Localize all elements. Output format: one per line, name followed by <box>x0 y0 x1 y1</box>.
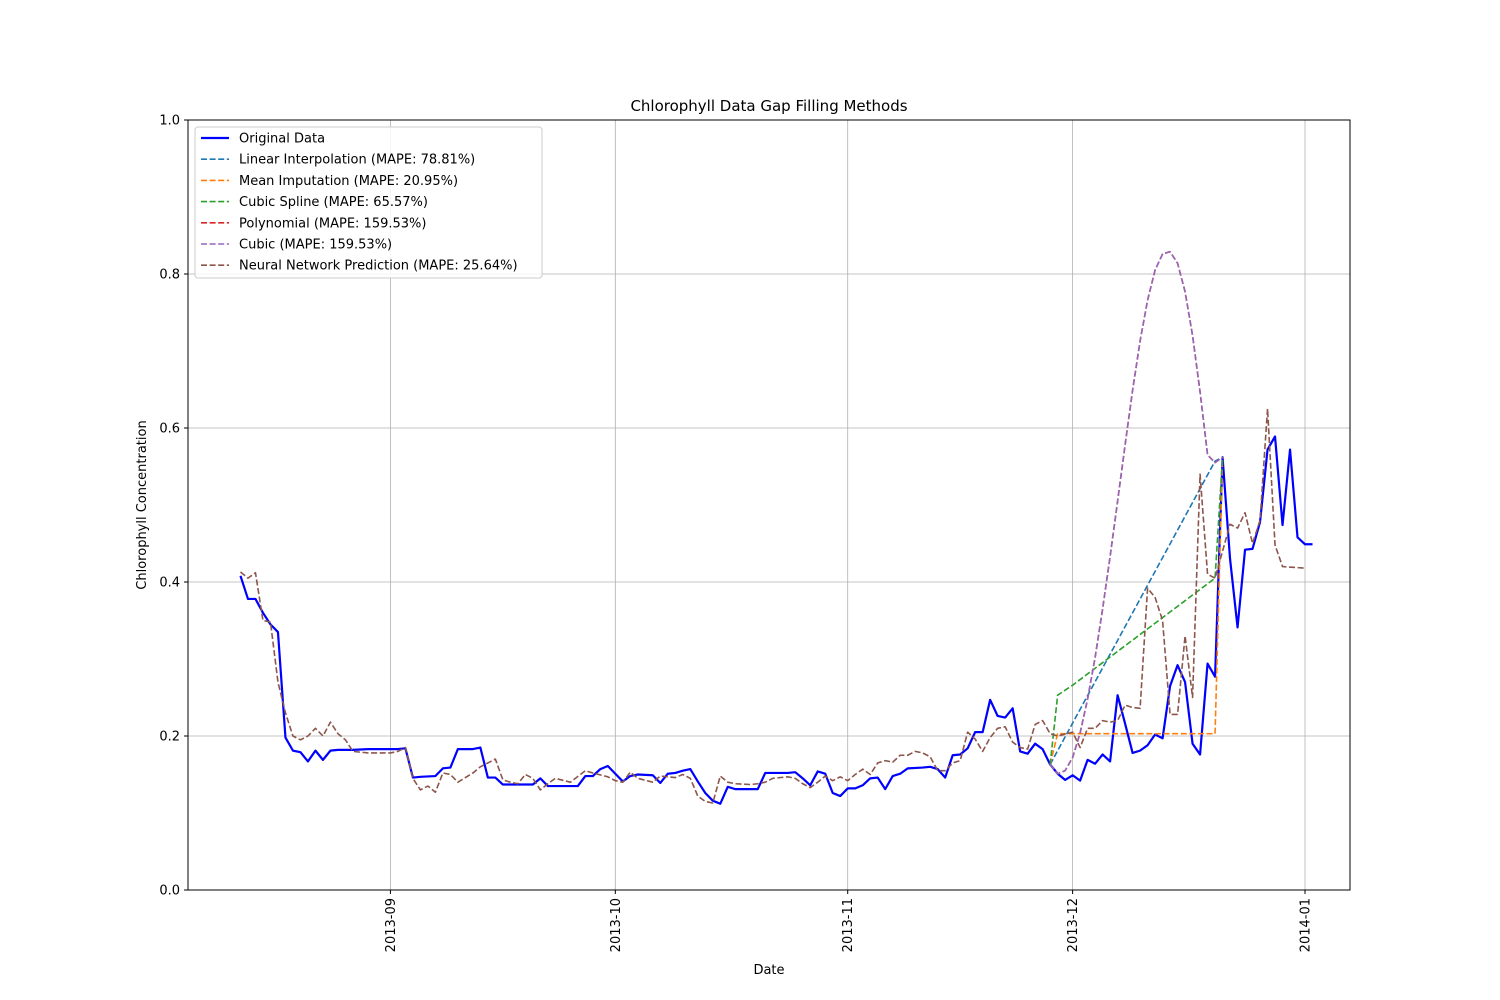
legend-label-3: Cubic Spline (MAPE: 65.57%) <box>239 195 428 210</box>
legend-label-2: Mean Imputation (MAPE: 20.95%) <box>239 174 458 189</box>
y-tick-label: 0.4 <box>159 576 180 591</box>
axis-ticks: 0.0 0.2 0.4 0.6 0.8 1.0 2013-09 2013-10 2013-11 2… <box>159 114 1313 953</box>
series-line-4 <box>1049 250 1224 775</box>
legend-label-5: Cubic (MAPE: 159.53%) <box>239 238 392 253</box>
y-tick-label: 0.6 <box>159 422 180 437</box>
legend-label-6: Neural Network Prediction (MAPE: 25.64%) <box>239 259 518 274</box>
series-line-3 <box>1049 457 1224 765</box>
chart-title: Chlorophyll Data Gap Filling Methods <box>630 97 907 115</box>
y-axis-title: Chlorophyll Concentration <box>135 420 150 589</box>
series-line-1 <box>1049 456 1223 765</box>
legend-box <box>194 126 543 279</box>
y-tick-label: 0.2 <box>159 730 180 745</box>
y-tick-label: 1.0 <box>159 114 180 129</box>
legend-label-1: Linear Interpolation (MAPE: 78.81%) <box>239 153 475 168</box>
x-tick-label: 2013-10 <box>609 898 624 952</box>
y-tick-label: 0.0 <box>159 884 180 899</box>
x-axis-title: Date <box>753 963 784 978</box>
series-line-6 <box>239 407 1306 804</box>
x-tick-label: 2013-11 <box>841 898 856 952</box>
x-tick-label: 2013-09 <box>384 898 399 952</box>
plot-frame <box>187 119 1351 891</box>
legend: Original Data Linear Interpolation (MAPE:… <box>194 126 543 279</box>
legend-label-0: Original Data <box>239 132 325 147</box>
legend-label-4: Polynomial (MAPE: 159.53%) <box>239 216 426 231</box>
x-tick-label: 2013-12 <box>1066 898 1081 952</box>
y-tick-label: 0.8 <box>159 268 180 283</box>
x-tick-label: 2014-01 <box>1299 898 1314 952</box>
series-line-5 <box>1049 250 1224 775</box>
series-lines <box>239 250 1313 805</box>
series-line-0 <box>239 435 1313 805</box>
series-line-2 <box>1049 457 1224 765</box>
